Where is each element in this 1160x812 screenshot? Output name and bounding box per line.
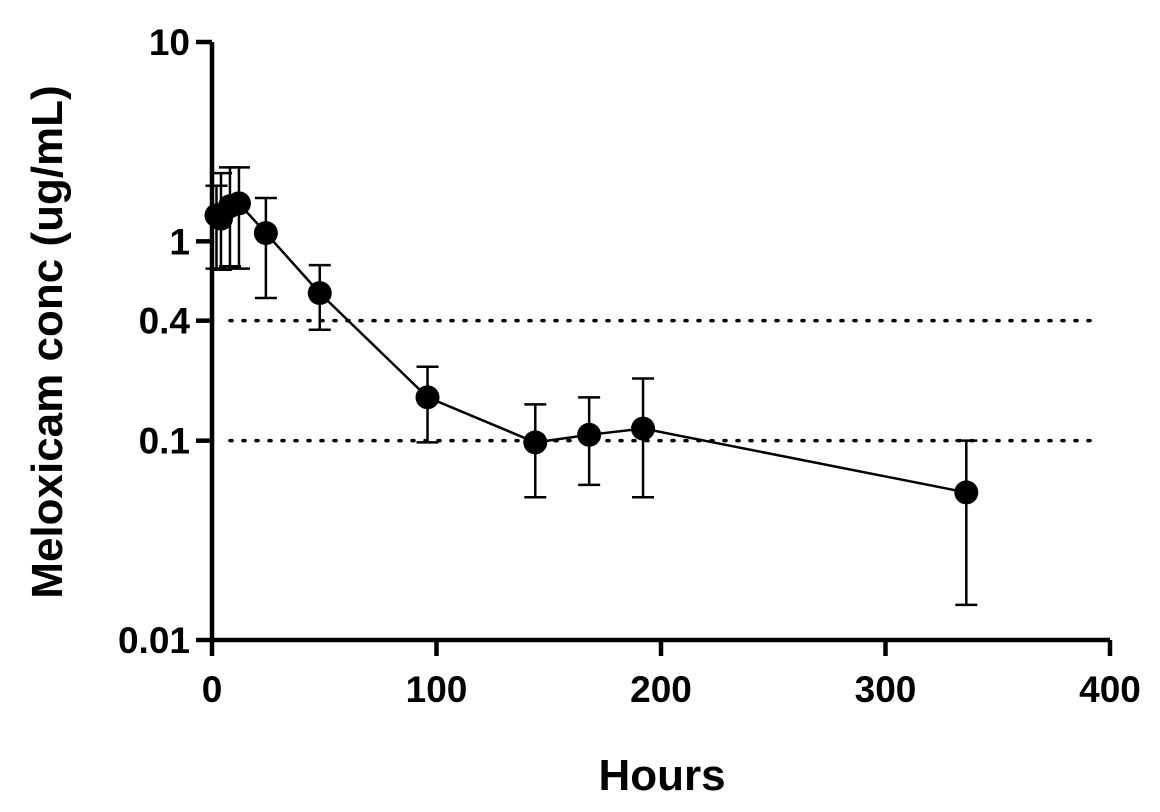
- series-line: [215, 201, 967, 494]
- x-tick-label: 100: [406, 669, 468, 710]
- y-axis-title: Meloxicam conc (ug/mL): [23, 85, 72, 598]
- y-tick-label: 0.4: [139, 301, 191, 342]
- data-point: [226, 191, 251, 216]
- x-tick-label: 300: [855, 669, 917, 710]
- y-tick-label: 1: [169, 221, 190, 262]
- x-axis-ticks: 0 100 200 300 400: [202, 640, 1141, 710]
- data-series: [204, 191, 979, 505]
- axes: [209, 42, 1110, 643]
- y-tick-label: 0.1: [139, 421, 190, 462]
- x-axis-title: Hours: [598, 751, 725, 800]
- data-point: [523, 430, 548, 455]
- x-tick-label: 200: [630, 669, 692, 710]
- data-point: [253, 221, 278, 246]
- reference-lines: [228, 318, 1102, 443]
- data-point: [954, 480, 979, 505]
- data-point: [631, 416, 656, 441]
- data-point: [415, 385, 440, 410]
- data-point: [307, 281, 332, 306]
- data-point: [577, 422, 602, 447]
- x-tick-label: 0: [202, 669, 223, 710]
- y-tick-label: 10: [149, 22, 190, 63]
- error-bars: [205, 166, 978, 607]
- y-axis-ticks: 0.01 0.1 0.4 1 10: [118, 22, 212, 661]
- y-tick-label: 0.01: [118, 620, 190, 661]
- x-tick-label: 400: [1079, 669, 1141, 710]
